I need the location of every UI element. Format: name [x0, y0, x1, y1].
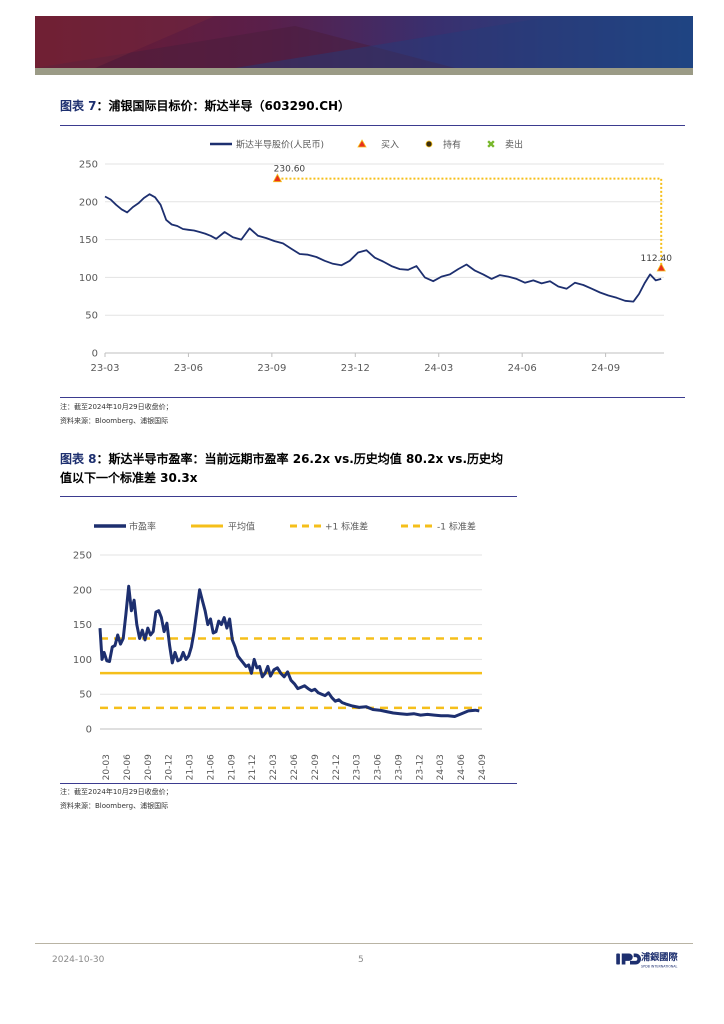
x-tick-label: 24-09	[591, 363, 620, 374]
x-tick-label: 2022-12	[332, 754, 342, 780]
footer-rule	[35, 943, 693, 944]
logo-text: 浦銀國際	[641, 951, 678, 963]
legend-label-plus1sd: +1 标准差	[325, 521, 368, 533]
x-tick-label: 2020-09	[144, 754, 154, 780]
legend-buy-icon	[357, 139, 367, 148]
figure1-title-text: 浦银国际目标价：斯达半导（603290.CH）	[108, 99, 351, 113]
x-tick-label: 2023-09	[394, 754, 404, 780]
y-tick-label: 250	[79, 160, 98, 171]
legend-label-price: 斯达半导股价(人民币)	[236, 139, 324, 151]
buy-marker	[656, 262, 666, 272]
x-tick-label: 24-06	[508, 363, 537, 374]
figure2-top-rule	[60, 496, 517, 497]
x-tick-label: 2021-06	[206, 754, 216, 780]
figure1-source: 资料来源：Bloomberg、浦银国际	[60, 417, 169, 425]
x-tick-label: 2023-12	[415, 754, 425, 780]
x-tick-label: 2023-06	[374, 754, 384, 780]
figure1-label: 图表 7	[60, 99, 97, 113]
series-line-pe	[98, 584, 480, 718]
figure2-title-line2: 值以下一个标准差 30.3x	[60, 471, 198, 485]
legend-label-buy: 买入	[381, 140, 399, 151]
x-tick-label: 2022-03	[269, 754, 279, 780]
logo-subtext: SPDB INTERNATIONAL	[641, 964, 678, 968]
figure2-label: 图表 8	[60, 452, 97, 466]
logo-icon	[616, 953, 641, 965]
x-tick-label: 24-03	[424, 363, 453, 374]
y-tick-label: 250	[73, 551, 92, 562]
target-price-connector	[277, 177, 663, 269]
y-tick-label: 200	[73, 585, 92, 596]
x-tick-label: 2021-12	[248, 754, 258, 780]
y-tick-label: 0	[92, 349, 98, 360]
figure1-note: 注：截至2024年10月29日收盘价；	[60, 403, 173, 411]
header-banner	[35, 16, 693, 68]
y-tick-label: 150	[79, 235, 98, 246]
legend-hold-icon	[425, 140, 433, 148]
x-tick-label: 2022-09	[311, 754, 321, 780]
y-tick-label: 100	[79, 273, 98, 284]
x-tick-label: 2024-03	[436, 754, 446, 780]
x-tick-label: 2020-06	[123, 754, 133, 780]
legend-label-sell: 卖出	[505, 139, 523, 151]
buy-marker-label: 112.40	[640, 254, 672, 264]
figure2-note: 注：截至2024年10月29日收盘价；	[60, 788, 173, 796]
y-tick-label: 150	[73, 620, 92, 631]
x-tick-label: 2021-03	[186, 754, 196, 780]
series-line-price	[104, 193, 662, 303]
x-tick-label: 2021-09	[227, 754, 237, 780]
x-tick-label: 2023-03	[353, 754, 363, 780]
figure1-title: 图表 7：浦银国际目标价：斯达半导（603290.CH）	[60, 99, 351, 113]
x-tick-label: 2020-12	[165, 754, 175, 780]
footer-date: 2024-10-30	[52, 955, 105, 965]
x-tick-label: 23-09	[257, 363, 286, 374]
figure2-title: 图表 8：斯达半导市盈率：当前远期市盈率 26.2x vs.历史均值 80.2x…	[60, 452, 504, 466]
buy-marker-label: 230.60	[274, 165, 306, 175]
legend-label-hold: 持有	[443, 139, 461, 151]
x-tick-label: 2020-03	[102, 754, 112, 780]
chart2: 0 50 100 150 200 250 2020-03 2020-06 2020-09 2020…	[73, 521, 488, 781]
y-tick-label: 100	[73, 655, 92, 666]
buy-marker	[272, 173, 283, 183]
x-tick-label: 2024-09	[478, 754, 488, 780]
x-tick-label: 23-06	[174, 363, 203, 374]
legend-label-minus1sd: -1 标准差	[437, 521, 476, 533]
x-tick-label: 2024-06	[457, 754, 467, 780]
page-number: 5	[358, 955, 364, 965]
x-tick-label: 23-03	[90, 363, 119, 374]
x-tick-label: 2022-06	[290, 754, 300, 780]
figure2-source: 资料来源：Bloomberg、浦银国际	[60, 802, 169, 810]
y-tick-label: 200	[79, 197, 98, 208]
y-tick-label: 50	[79, 690, 92, 701]
legend-label-mean: 平均值	[228, 521, 255, 533]
header-strip	[35, 68, 693, 75]
chart1: 0 50 100 150 200 250 23-03 23-06 23-09 23-12 24-03…	[79, 138, 672, 374]
y-tick-label: 0	[86, 725, 92, 736]
figure1-top-rule	[60, 125, 685, 126]
company-logo: 浦銀國際 SPDB INTERNATIONAL	[616, 951, 678, 968]
figure2-bottom-rule	[60, 783, 517, 784]
figure2-title-line1: 斯达半导市盈率：当前远期市盈率 26.2x vs.历史均值 80.2x vs.历…	[108, 452, 504, 466]
legend-sell-icon: ✖	[486, 138, 495, 151]
y-tick-label: 50	[85, 311, 98, 322]
x-tick-label: 23-12	[341, 363, 370, 374]
legend-label-pe: 市盈率	[129, 521, 156, 533]
figure1-bottom-rule	[60, 397, 685, 398]
